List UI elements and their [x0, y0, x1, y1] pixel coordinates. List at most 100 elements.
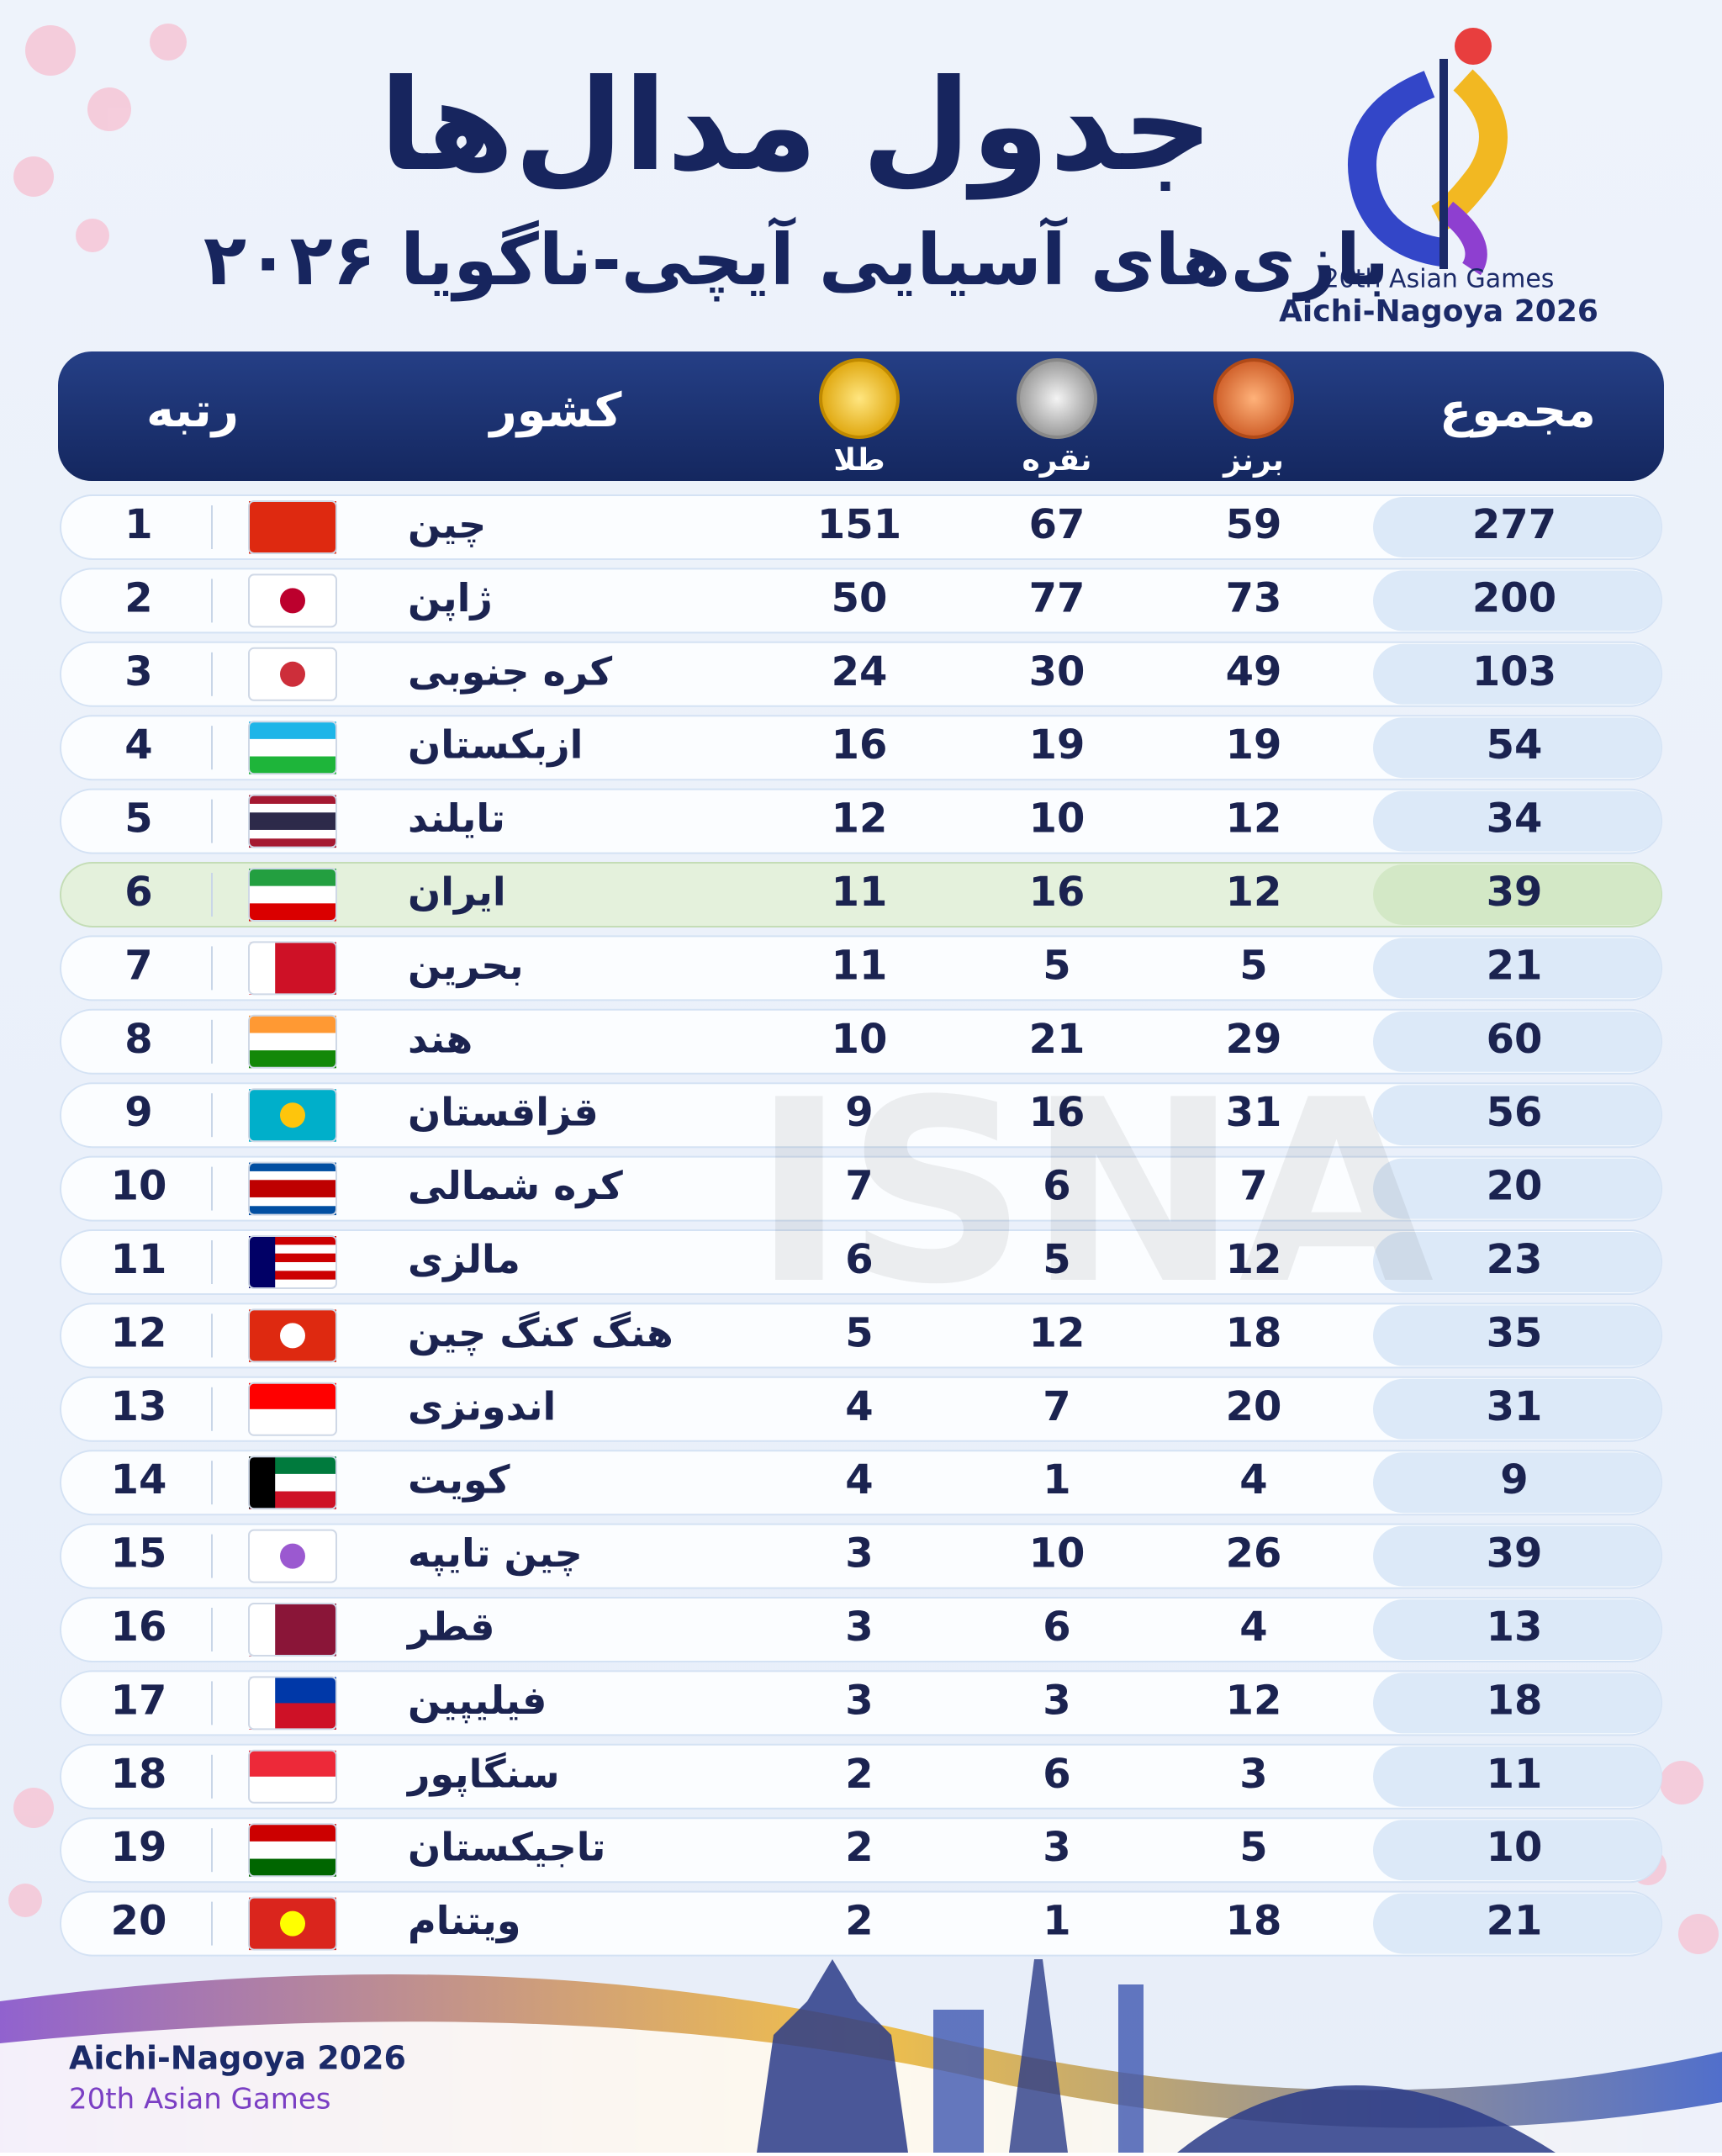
- rank: 13: [111, 1383, 167, 1430]
- flag-emblem: [280, 1102, 305, 1128]
- flag-band: [249, 1236, 276, 1288]
- total: 35: [1487, 1309, 1543, 1356]
- flag: [248, 1382, 337, 1436]
- silver: 6: [1043, 1751, 1070, 1798]
- rank: 17: [111, 1677, 167, 1724]
- total: 11: [1487, 1751, 1543, 1798]
- flag-stripe: [249, 1015, 336, 1033]
- rank: 16: [111, 1604, 167, 1651]
- rank: 10: [111, 1163, 167, 1210]
- flag-border: [248, 1235, 337, 1289]
- total-cell-bg: [1373, 1746, 1661, 1807]
- silver: 12: [1029, 1309, 1085, 1356]
- flag-stripe: [249, 885, 336, 904]
- skyline: [0, 1959, 1722, 2153]
- silver: 5: [1043, 1236, 1070, 1283]
- rank: 7: [124, 942, 152, 989]
- silver: 3: [1043, 1824, 1070, 1871]
- flag-stripe: [249, 1408, 336, 1436]
- gold: 12: [832, 795, 888, 843]
- silver: 16: [1029, 869, 1085, 916]
- col-rank: رتبه: [146, 383, 239, 438]
- total-cell-bg: [1373, 717, 1661, 779]
- silver: 1: [1043, 1456, 1070, 1503]
- country-name: کویت: [408, 1457, 510, 1503]
- flag-stripe: [249, 1776, 336, 1804]
- silver: 19: [1029, 721, 1085, 769]
- flag: [248, 721, 337, 775]
- country-name: کره شمالی: [408, 1163, 623, 1208]
- logo-line1: 20th Asian Games: [1323, 265, 1555, 294]
- total: 21: [1487, 1898, 1543, 1945]
- total: 39: [1487, 869, 1543, 916]
- table-row: 14 کویت 4 1 4 9: [60, 1450, 1662, 1516]
- total: 56: [1487, 1089, 1543, 1136]
- total: 23: [1487, 1236, 1543, 1283]
- total: 60: [1487, 1016, 1543, 1063]
- gold: 7: [845, 1163, 873, 1210]
- bronze: 26: [1226, 1530, 1282, 1577]
- subtitle: بازی‌های آسیایی آیچی-ناگویا ۲۰۲۶: [203, 216, 1389, 302]
- gold: 16: [832, 721, 888, 769]
- total: 200: [1472, 574, 1556, 621]
- country-name: قطر: [406, 1604, 495, 1650]
- gold: 3: [845, 1604, 873, 1651]
- bronze: 49: [1226, 648, 1282, 695]
- table-row: 4 ازبکستان 16 19 19 54: [60, 715, 1662, 781]
- flag: [248, 794, 337, 848]
- table-row: 5 تایلند 12 10 12 34: [60, 788, 1662, 854]
- bronze: 12: [1226, 795, 1282, 843]
- rank: 12: [111, 1309, 167, 1356]
- flag-border: [248, 1529, 337, 1583]
- flag-border: [248, 1603, 337, 1657]
- flag: [248, 1456, 337, 1510]
- total: 34: [1487, 795, 1543, 843]
- flag-stripe: [249, 1262, 336, 1271]
- flag-stripe: [249, 501, 336, 554]
- flag-border: [248, 1676, 337, 1731]
- country-name: ژاپن: [408, 575, 493, 621]
- flag-stripe: [249, 1206, 336, 1216]
- bronze: 12: [1226, 1236, 1282, 1283]
- total-cell-bg: [1373, 1599, 1661, 1660]
- flag: [248, 1529, 337, 1583]
- logo-mark: [1348, 28, 1508, 276]
- bronze: 7: [1239, 1163, 1267, 1210]
- flag-border: [248, 1896, 337, 1951]
- country-name: تاجیکستان: [408, 1825, 605, 1870]
- total: 13: [1487, 1604, 1543, 1651]
- flag-band: [249, 942, 276, 995]
- silver: 10: [1029, 795, 1085, 843]
- country-name: هند: [408, 1016, 473, 1061]
- flag: [248, 1014, 337, 1069]
- country-name: بحرین: [408, 943, 524, 988]
- country-name: چین: [408, 502, 486, 548]
- flag-stripe: [249, 1253, 336, 1263]
- col-bronze: برنز: [1222, 443, 1284, 478]
- flag-emblem: [280, 1543, 305, 1569]
- total-cell-bg: [1373, 1525, 1661, 1587]
- flag-border: [248, 1161, 337, 1216]
- country-name: فیلیپین: [408, 1678, 547, 1724]
- table-row: 13 اندونزی 4 7 20 31: [60, 1376, 1662, 1442]
- flag-stripe: [249, 838, 336, 848]
- gold: 5: [845, 1309, 873, 1356]
- rank: 6: [124, 869, 152, 916]
- flag-border: [248, 1088, 337, 1143]
- flag-stripe: [249, 1162, 336, 1172]
- flag-border: [248, 721, 337, 775]
- flag: [248, 1823, 337, 1878]
- gold-medal-icon: [819, 358, 900, 439]
- rank: 9: [124, 1089, 152, 1136]
- gold: 3: [845, 1530, 873, 1577]
- flag: [248, 941, 337, 996]
- country-name: قزاقستان: [408, 1090, 599, 1135]
- silver: 67: [1029, 501, 1085, 548]
- flag: [248, 500, 337, 554]
- flag-border: [248, 868, 337, 922]
- table-row: 9 قزاقستان 9 16 31 56: [60, 1082, 1662, 1149]
- total: 18: [1487, 1677, 1543, 1724]
- total: 9: [1500, 1456, 1528, 1503]
- footer-line1: Aichi-Nagoya 2026: [69, 2040, 406, 2077]
- country-name: چین تایپه: [408, 1530, 583, 1577]
